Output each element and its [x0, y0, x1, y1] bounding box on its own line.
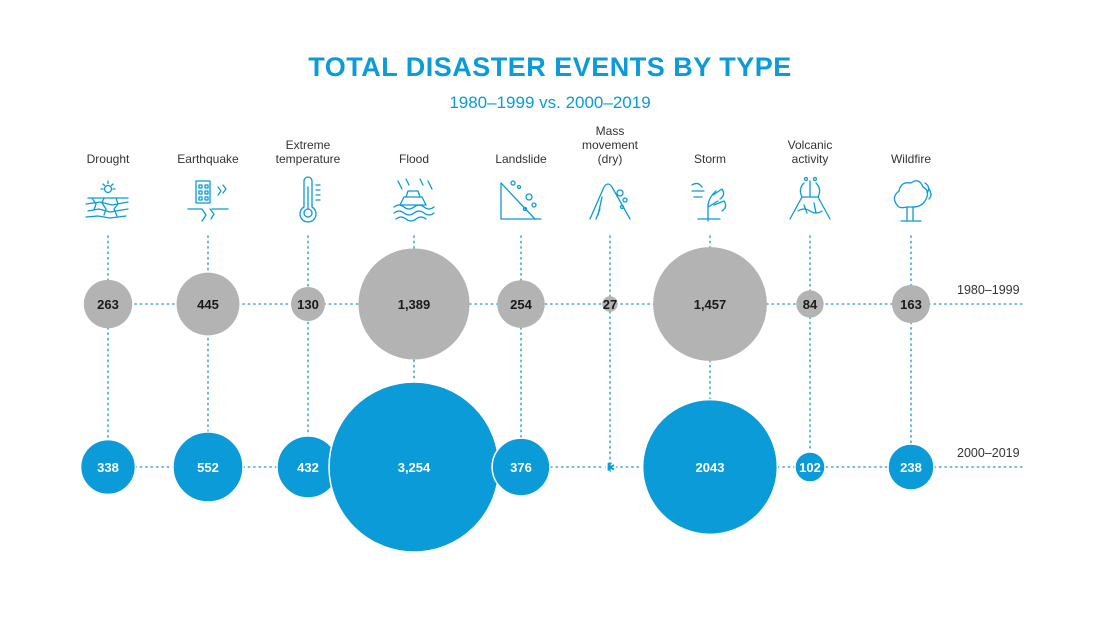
- value-label: 445: [197, 297, 219, 312]
- value-label: 376: [510, 460, 532, 475]
- earthquake-icon: [187, 180, 229, 222]
- bubble: [497, 280, 545, 328]
- value-label: 130: [297, 297, 319, 312]
- value-label: 432: [297, 460, 319, 475]
- bubble: [358, 248, 470, 360]
- value-label: 1,457: [694, 297, 727, 312]
- bubble: [291, 287, 325, 321]
- category-label: Volcanic activity: [788, 138, 833, 166]
- category-label: Drought: [87, 152, 130, 166]
- value-label: 13: [603, 460, 617, 475]
- value-label: 338: [97, 460, 119, 475]
- bubble: [491, 437, 551, 497]
- bubble: [172, 431, 244, 503]
- bubble: [641, 398, 779, 536]
- bubble: [796, 290, 824, 318]
- value-label: 238: [900, 460, 922, 475]
- series-label: 2000–2019: [957, 446, 1020, 460]
- category-label: Wildfire: [891, 152, 931, 166]
- volcano-icon: [789, 176, 831, 220]
- storm-icon: [691, 182, 727, 222]
- thermometer-icon: [299, 176, 321, 223]
- bubble: [602, 296, 618, 312]
- series-label: 1980–1999: [957, 283, 1020, 297]
- bubble: [79, 438, 137, 496]
- value-label: 102: [799, 460, 821, 475]
- value-label: 3,254: [398, 460, 431, 475]
- chart-title: TOTAL DISASTER EVENTS BY TYPE: [308, 52, 792, 82]
- wildfire-icon: [893, 180, 932, 222]
- category-label: Extreme temperature: [276, 138, 341, 166]
- value-label: 1,389: [398, 297, 431, 312]
- category-label: Mass movement (dry): [582, 124, 639, 166]
- category-label: Landslide: [495, 152, 547, 166]
- value-label: 27: [603, 297, 617, 312]
- bubble: [603, 460, 617, 474]
- bubble: [653, 247, 767, 361]
- landslide-icon: [500, 180, 542, 220]
- value-label: 552: [197, 460, 219, 475]
- bubble: [83, 279, 133, 329]
- value-label: 254: [510, 297, 532, 312]
- mass-movement-icon: [589, 183, 631, 220]
- category-label: Flood: [399, 152, 429, 166]
- value-label: 263: [97, 297, 119, 312]
- flood-icon: [393, 178, 435, 222]
- bubble: [891, 284, 931, 324]
- value-label: 163: [900, 297, 922, 312]
- bubble: [794, 451, 826, 483]
- category-label: Storm: [694, 152, 726, 166]
- value-label: 84: [803, 297, 818, 312]
- dotted-connectors: [107, 235, 1025, 468]
- bubble: [887, 443, 935, 491]
- bubble: [176, 272, 240, 336]
- drought-icon: [85, 180, 129, 219]
- category-label: Earthquake: [177, 152, 239, 166]
- value-label: 2043: [696, 460, 725, 475]
- chart-subtitle: 1980–1999 vs. 2000–2019: [449, 93, 651, 112]
